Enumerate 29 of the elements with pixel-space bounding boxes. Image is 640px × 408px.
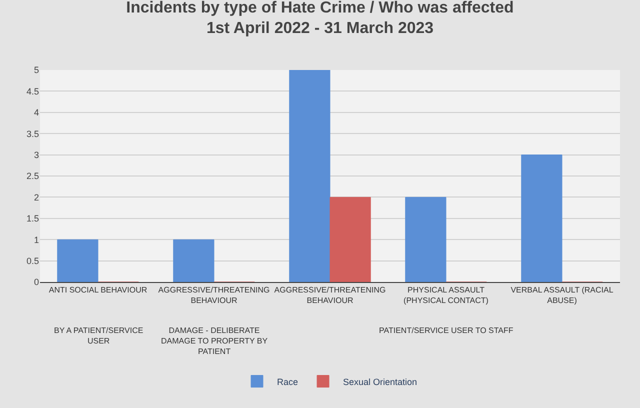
- x-tick-label: PHYSICAL ASSAULT (PHYSICAL CONTACT): [404, 286, 489, 305]
- bar: [289, 70, 330, 282]
- y-tick-label: 4.5: [26, 86, 39, 96]
- y-tick-label: 2: [34, 192, 39, 202]
- legend-label: Sexual Orientation: [343, 376, 418, 387]
- x-tick-label: ANTI SOCIAL BEHAVIOUR: [48, 286, 148, 295]
- y-tick-label: 1.5: [26, 214, 39, 224]
- bar: [330, 196, 371, 282]
- bar: [521, 154, 562, 282]
- text: DAMAGE - DELIBERATE DAMAGE TO PROPERTY BY PATIENT: [161, 326, 268, 356]
- bar: [173, 239, 214, 282]
- chart-title: Incidents by type of Hate Crime / Who was affected: [126, 0, 514, 16]
- bar: [57, 239, 98, 282]
- y-tick-label: 1: [34, 234, 39, 245]
- x-tick-label: AGGRESSIVE/THREATENING BEHAVIOUR: [158, 286, 270, 305]
- x-tick-label: AGGRESSIVE/THREATENING BEHAVIOUR: [274, 286, 386, 305]
- y-tick-label: 0: [34, 277, 39, 288]
- chart-subtitle: 1st April 2022 - 31 March 2023: [206, 20, 434, 38]
- y-tick-label: 3: [34, 150, 39, 160]
- bar: [405, 196, 446, 282]
- y-tick-label: 0.5: [26, 256, 39, 266]
- y-tick-label: 5: [34, 65, 39, 76]
- text: BY A PATIENT/SERVICE USER: [54, 326, 144, 346]
- y-tick-label: 2.5: [26, 171, 39, 182]
- y-tick-label: 4: [34, 108, 39, 118]
- x-tick-label: VERBAL ASSAULT (RACIAL ABUSE): [510, 286, 614, 305]
- y-tick-label: 3.5: [26, 128, 39, 139]
- text: PATIENT/SERVICE USER TO STAFF: [379, 326, 514, 335]
- legend-label: Race: [277, 376, 298, 387]
